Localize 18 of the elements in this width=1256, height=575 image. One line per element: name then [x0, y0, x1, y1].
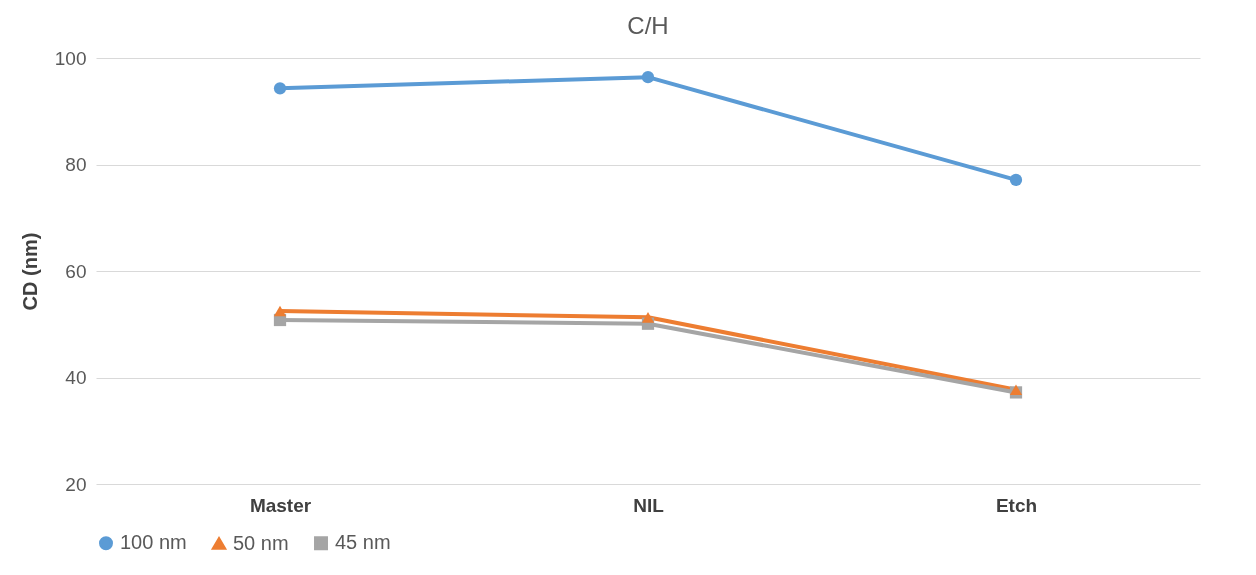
y-axis-title: CD (nm) — [18, 232, 41, 311]
legend-label: 100 nm — [120, 531, 187, 554]
legend-label: 50 nm — [233, 531, 289, 554]
point — [641, 312, 655, 323]
x-tick-label: Master — [249, 494, 312, 516]
point — [1009, 173, 1023, 187]
y-tick-label: 40 — [65, 367, 87, 388]
y-tick-label: 100 — [54, 47, 87, 69]
point — [273, 305, 287, 317]
x-tick-label: Etch — [995, 494, 1038, 516]
y-tick-label: 60 — [65, 260, 87, 282]
chart-title: C/H — [627, 12, 669, 39]
y-tick-label: 80 — [65, 154, 87, 175]
point — [273, 82, 287, 95]
point — [641, 71, 655, 84]
legend-label: 45 nm — [335, 531, 391, 554]
x-tick-label: NIL — [633, 494, 665, 516]
y-tick-label: 20 — [65, 473, 87, 495]
